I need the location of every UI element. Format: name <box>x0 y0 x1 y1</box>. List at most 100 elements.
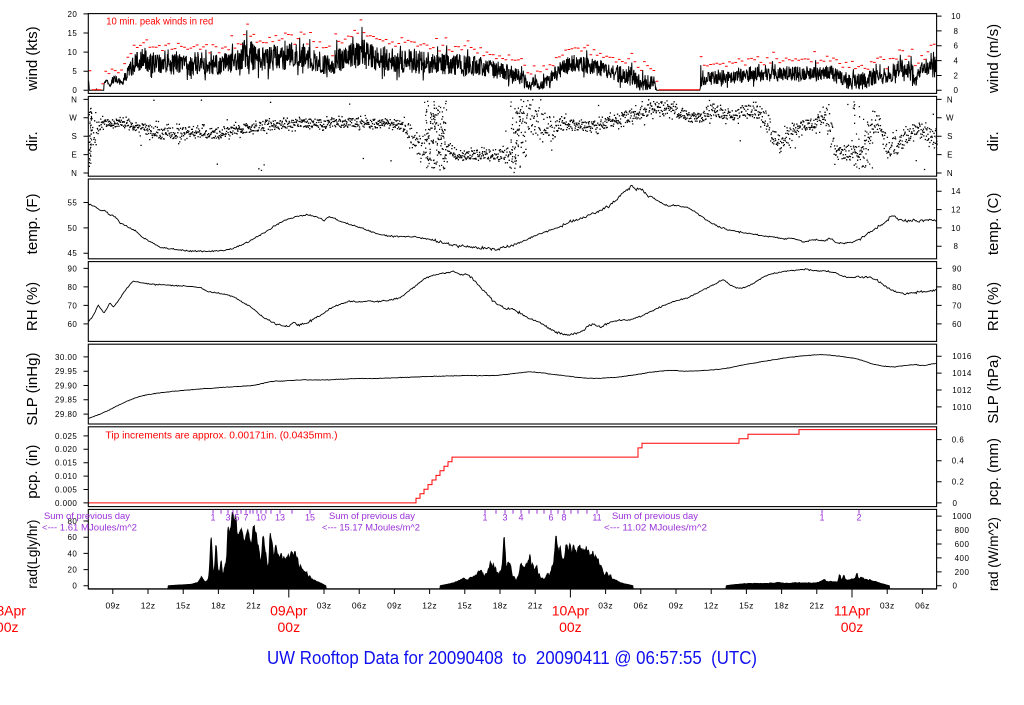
svg-text:Tip increments are approx. 0.0: Tip increments are approx. 0.00171in. (0… <box>106 430 338 441</box>
svg-text:00z: 00z <box>841 619 864 635</box>
svg-text:wind (kts): wind (kts) <box>24 26 41 91</box>
svg-text:<--- 15.17 MJoules/m^2: <--- 15.17 MJoules/m^2 <box>322 522 420 533</box>
svg-text:0: 0 <box>72 582 77 591</box>
svg-text:10: 10 <box>256 513 266 523</box>
svg-text:wind (m/s): wind (m/s) <box>985 24 1002 94</box>
svg-text:09z: 09z <box>669 600 684 610</box>
svg-text:12z: 12z <box>141 600 156 610</box>
svg-text:45: 45 <box>67 249 77 258</box>
svg-text:RH (%): RH (%) <box>24 282 41 331</box>
svg-text:00z: 00z <box>559 619 582 635</box>
svg-text:70: 70 <box>952 301 962 310</box>
svg-text:3: 3 <box>502 513 507 523</box>
svg-text:1010: 1010 <box>952 403 972 412</box>
svg-text:rad(Lgly/hr): rad(Lgly/hr) <box>25 520 40 589</box>
svg-text:90: 90 <box>952 264 962 273</box>
svg-text:15: 15 <box>67 29 77 38</box>
svg-text:15z: 15z <box>457 600 472 610</box>
svg-text:10Apr: 10Apr <box>552 603 590 619</box>
svg-text:8: 8 <box>954 242 959 251</box>
svg-text:pcp. (mm): pcp. (mm) <box>985 438 1002 506</box>
svg-text:00z: 00z <box>278 619 301 635</box>
svg-text:2: 2 <box>954 71 959 80</box>
svg-text:29.85: 29.85 <box>55 396 77 405</box>
svg-text:S: S <box>947 132 953 141</box>
svg-text:29.95: 29.95 <box>55 367 77 376</box>
svg-text:4: 4 <box>954 57 959 66</box>
svg-text:90: 90 <box>67 264 77 273</box>
svg-text:N: N <box>71 169 77 178</box>
svg-text:70: 70 <box>67 301 77 310</box>
svg-text:11: 11 <box>592 513 601 523</box>
svg-text:15: 15 <box>305 513 315 523</box>
svg-text:5: 5 <box>234 513 239 523</box>
svg-text:temp. (C): temp. (C) <box>985 193 1002 256</box>
svg-text:E: E <box>72 151 78 160</box>
svg-text:0.025: 0.025 <box>55 432 77 441</box>
svg-text:0.6: 0.6 <box>952 436 965 445</box>
svg-text:SLP (hPa): SLP (hPa) <box>985 355 1002 424</box>
svg-text:N: N <box>947 95 953 104</box>
svg-text:10 min. peak winds in red: 10 min. peak winds in red <box>106 17 213 28</box>
svg-text:13: 13 <box>275 513 285 523</box>
svg-text:03z: 03z <box>317 600 332 610</box>
svg-text:10: 10 <box>951 224 961 233</box>
svg-text:1: 1 <box>210 513 215 523</box>
svg-text:14: 14 <box>951 187 961 196</box>
svg-text:1012: 1012 <box>952 386 972 395</box>
svg-text:pcp. (in): pcp. (in) <box>24 445 41 499</box>
svg-text:10: 10 <box>951 12 961 21</box>
svg-text:1: 1 <box>482 513 487 523</box>
svg-text:1000: 1000 <box>952 512 972 521</box>
svg-text:21z: 21z <box>528 600 543 610</box>
svg-text:60: 60 <box>952 320 962 329</box>
svg-text:0.000: 0.000 <box>55 499 77 508</box>
svg-text:8: 8 <box>954 27 959 36</box>
svg-text:20: 20 <box>67 10 77 19</box>
svg-text:Sum of previous day: Sum of previous day <box>612 511 698 522</box>
svg-text:7: 7 <box>243 513 248 523</box>
svg-text:18z: 18z <box>493 600 508 610</box>
svg-text:400: 400 <box>955 554 970 563</box>
svg-text:0: 0 <box>953 499 958 508</box>
svg-text:0.2: 0.2 <box>952 478 965 487</box>
svg-text:03z: 03z <box>880 600 895 610</box>
svg-text:600: 600 <box>955 540 970 549</box>
svg-text:N: N <box>947 169 953 178</box>
svg-text:0.020: 0.020 <box>55 445 77 454</box>
svg-text:06z: 06z <box>915 600 930 610</box>
svg-text:40: 40 <box>67 549 77 558</box>
svg-text:800: 800 <box>955 526 970 535</box>
svg-text:8: 8 <box>561 513 566 523</box>
svg-text:6: 6 <box>954 42 959 51</box>
svg-text:Sum of previous day: Sum of previous day <box>329 511 415 522</box>
svg-text:N: N <box>71 95 77 104</box>
svg-text:UW Rooftop Data for 20090408: UW Rooftop Data for 20090408 to 20090411… <box>267 648 757 668</box>
svg-text:80: 80 <box>67 517 77 526</box>
svg-text:2: 2 <box>856 513 861 523</box>
svg-text:00z: 00z <box>0 619 18 635</box>
svg-text:06z: 06z <box>633 600 648 610</box>
svg-text:60: 60 <box>67 320 77 329</box>
svg-text:15z: 15z <box>739 600 754 610</box>
svg-text:60: 60 <box>67 533 77 542</box>
svg-text:W: W <box>946 114 954 123</box>
svg-text:0: 0 <box>953 582 958 591</box>
svg-text:W: W <box>69 114 77 123</box>
svg-text:12z: 12z <box>422 600 437 610</box>
svg-text:03z: 03z <box>598 600 613 610</box>
svg-text:6: 6 <box>548 513 553 523</box>
svg-text:rad (W/m^2): rad (W/m^2) <box>986 517 1001 591</box>
svg-text:80: 80 <box>67 283 77 292</box>
svg-text:Sum of previous day: Sum of previous day <box>44 511 130 522</box>
svg-text:0.005: 0.005 <box>55 485 77 494</box>
svg-text:RH (%): RH (%) <box>985 282 1002 331</box>
svg-text:12z: 12z <box>704 600 719 610</box>
svg-text:5: 5 <box>72 67 77 76</box>
svg-text:1: 1 <box>819 513 824 523</box>
svg-text:11Apr: 11Apr <box>834 603 871 619</box>
svg-text:12: 12 <box>951 206 961 215</box>
svg-text:E: E <box>947 151 953 160</box>
svg-text:08Apr: 08Apr <box>0 603 26 619</box>
svg-text:0.010: 0.010 <box>55 472 77 481</box>
